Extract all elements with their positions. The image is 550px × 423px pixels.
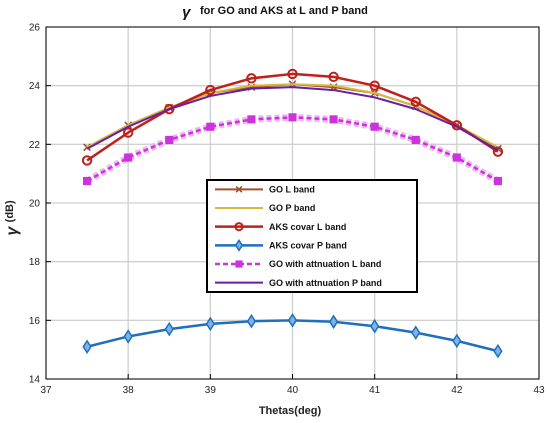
diamond-marker [234,238,244,252]
axis-ticks: 37 38 39 40 41 42 43 14 16 18 20 22 24 26 [29,23,545,397]
legend-item: GO with attnuation P band [215,278,382,288]
y-tick-label: 26 [29,23,41,34]
legend-box [206,179,418,293]
x-tick-label: 37 [40,385,52,396]
square-marker [83,176,92,186]
x-tick-label: 42 [451,385,463,396]
diamond-marker [246,313,257,329]
y-tick-label: 22 [29,140,41,151]
circle-marker [492,146,504,157]
diamond-marker [328,314,339,330]
y-axis-label: γ (dB) [4,200,21,236]
title-gamma-symbol: γ [182,4,192,21]
y-tick-label: 16 [29,316,41,327]
legend-item: GO L band [215,185,315,195]
circle-marker [246,73,257,84]
square-marker [329,115,338,124]
series-line [86,86,499,152]
x-axis-label: Thetas(deg) [259,405,322,417]
legend-item: GO P band [215,203,315,213]
circle-marker [287,68,298,80]
x-marker [235,185,243,193]
legend-item: AKS covar P band [215,238,347,252]
diamond-marker [411,325,421,340]
diamond-marker [164,321,174,337]
diamond-marker [452,333,462,349]
square-marker [288,113,297,122]
y-tick-label: 18 [29,257,41,268]
legend: GO L band GO P band AKS covar L band AKS co… [206,179,418,293]
legend-label: GO L band [269,185,315,195]
legend-label: AKS covar P band [269,241,347,251]
legend-label: GO with attnuation L band [269,259,381,269]
x-tick-label: 43 [533,385,545,396]
diamond-marker [123,329,133,344]
y-label-unit: (dB) [4,200,16,222]
x-tick-label: 40 [287,385,299,396]
legend-item: GO with attnuation L band [215,259,381,269]
square-marker [165,135,174,145]
svg-text:γ (dB): γ (dB) [4,200,21,236]
legend-label: GO with attnuation P band [269,278,382,288]
legend-label: GO P band [269,203,315,213]
diamond-marker [493,343,503,359]
square-marker [206,122,215,131]
series-go-p-band [86,83,499,149]
square-marker [370,122,379,131]
square-marker [247,115,256,124]
x-tick-label: 38 [123,385,135,396]
title-text: for GO and AKS at L and P band [200,5,368,17]
y-tick-label: 14 [29,375,41,386]
legend-item: AKS covar L band [215,222,346,232]
x-tick-label: 41 [369,385,381,396]
circle-marker [205,84,216,96]
y-tick-label: 20 [29,199,41,210]
circle-marker [328,71,339,83]
circle-marker [234,222,244,232]
circle-marker [122,127,134,138]
circle-marker [164,103,175,115]
diamond-marker [205,316,216,332]
y-label-gamma-symbol: γ [4,226,21,236]
series-layer [81,68,504,359]
circle-marker [81,155,93,166]
series-line [86,72,499,162]
y-tick-label: 24 [29,81,41,92]
circle-marker [410,96,421,108]
square-marker [452,153,461,162]
square-marker [235,260,243,268]
series-line [86,83,499,149]
series-aks-covar-p-band [82,313,503,359]
diamond-marker [369,318,380,334]
diamond-marker [82,339,92,355]
legend-label: AKS covar L band [269,222,346,232]
circle-marker [369,80,380,91]
square-marker [411,135,420,145]
square-marker [493,176,502,186]
square-marker [124,153,133,162]
series-aks-covar-l-band [81,68,504,166]
series-go-with-attnuation-l-band [83,113,502,186]
chart-title: γ for GO and AKS at L and P band [182,4,368,21]
series-go-with-attnuation-p-band [86,86,499,152]
x-tick-label: 39 [205,385,217,396]
diamond-marker [287,313,298,328]
